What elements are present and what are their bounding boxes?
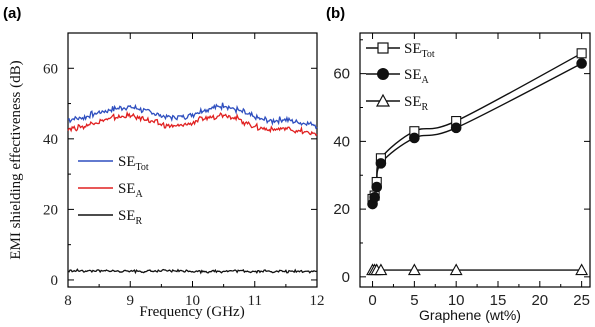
y-tick-label: 60	[43, 61, 58, 77]
x-tick-label: 8	[64, 293, 72, 309]
series-line-SE_R	[67, 268, 318, 275]
y-tick-label: 0	[51, 273, 59, 289]
legend-a-label-r: SER	[118, 208, 143, 227]
y-tick-label: 20	[333, 201, 350, 218]
panel-a-legend: SETot SEA SER	[78, 154, 149, 227]
point-marker-SE_A	[450, 122, 462, 134]
panel-a-series	[67, 102, 318, 275]
panel-a-y-ticks: 0 20 40 60	[43, 61, 317, 289]
panel-b-x-axis-title: Graphene (wt%)	[419, 307, 521, 323]
x-tick-label: 15	[490, 292, 507, 309]
point-marker-SE_A	[371, 181, 383, 193]
y-tick-label: 40	[43, 132, 58, 148]
point-marker-SE_Tot	[576, 48, 587, 59]
y-tick-label: 20	[43, 202, 58, 218]
point-marker-SE_R	[407, 263, 421, 276]
series-line-SE_A	[67, 110, 318, 137]
series-line-SE_Tot	[67, 102, 318, 130]
point-marker-SE_R	[575, 263, 589, 276]
legend-b-label-tot: SETot	[404, 41, 435, 60]
point-marker-SE_A	[369, 191, 380, 203]
y-tick-label: 60	[333, 66, 350, 83]
panel-b-label: (b)	[326, 5, 345, 22]
panel-b-legend: SETot SEA SER	[366, 41, 435, 113]
panel-a-y-axis-title: EMI shielding effectiveness (dB)	[8, 60, 24, 259]
x-tick-label: 5	[410, 292, 418, 309]
legend-b-label-r: SER	[404, 94, 429, 113]
panel-a: 8 9 10 11 12 0 20 40 60 Frequency (GHz) EMI shi…	[8, 32, 325, 320]
legend-b-marker-a	[377, 68, 389, 80]
x-tick-label: 11	[248, 293, 262, 309]
x-tick-label: 9	[127, 293, 135, 309]
panel-a-label: (a)	[3, 5, 21, 22]
legend-b-marker-r	[375, 93, 391, 107]
y-tick-label: 40	[333, 133, 350, 150]
panel-a-frame	[67, 32, 318, 288]
panel-a-x-axis-title: Frequency (GHz)	[139, 304, 244, 320]
x-tick-label: 0	[368, 292, 376, 309]
panel-b-y-ticks: 0 20 40 60	[333, 39, 590, 286]
panel-b: 0 5 10 15 20 25 0 20 40 60 Graphene (wt%) SETot …	[333, 32, 591, 323]
legend-a-label-a: SEA	[118, 181, 144, 200]
panel-b-frame	[359, 32, 591, 288]
legend-a-label-tot: SETot	[118, 154, 149, 173]
point-marker-SE_R	[374, 263, 388, 276]
point-marker-SE_R	[449, 263, 463, 276]
x-tick-label: 10	[448, 292, 465, 309]
point-marker-SE_A	[409, 132, 420, 144]
y-tick-label: 0	[342, 269, 350, 286]
panel-a-x-ticks: 8 9 10 11 12	[64, 33, 325, 309]
x-tick-label: 10	[185, 293, 200, 309]
point-marker-SE_A	[375, 158, 387, 169]
legend-b-label-a: SEA	[404, 67, 430, 86]
panel-b-x-ticks: 0 5 10 15 20 25	[368, 33, 590, 309]
x-tick-label: 25	[573, 292, 590, 309]
point-marker-SE_A	[576, 58, 587, 69]
x-tick-label: 12	[310, 293, 325, 309]
legend-b-marker-tot	[377, 42, 389, 54]
series-line-SE_A	[371, 62, 582, 205]
panel-b-series	[366, 48, 589, 276]
x-tick-label: 20	[531, 292, 548, 309]
